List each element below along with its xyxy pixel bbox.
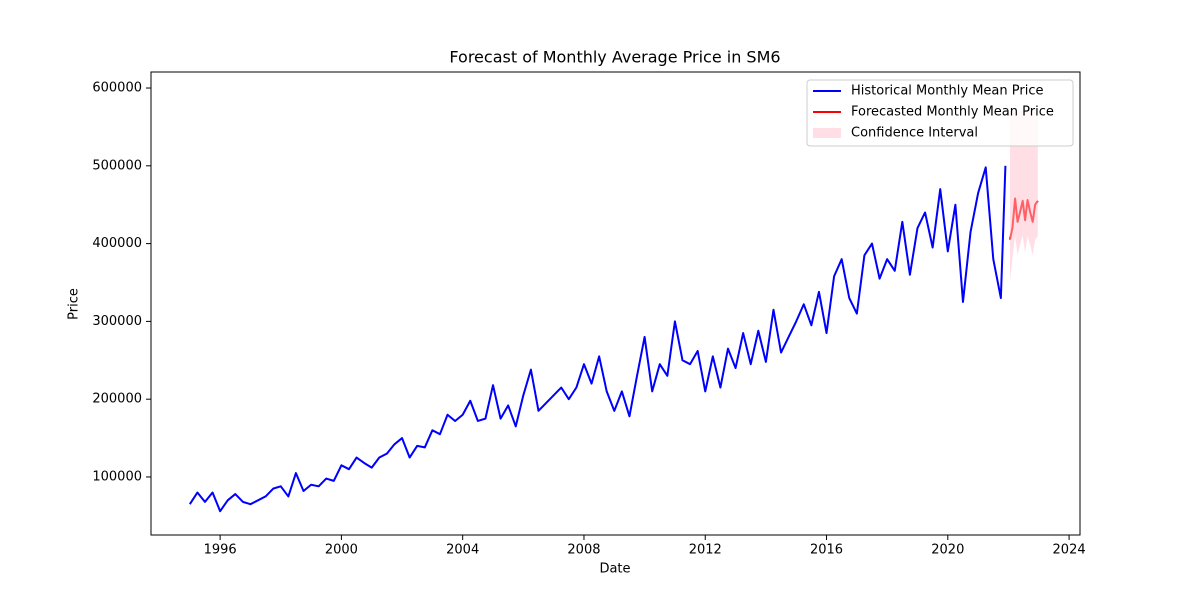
x-tick-label: 2004 [446, 543, 479, 558]
legend-box [806, 79, 1074, 147]
y-axis-label: Price [67, 288, 82, 320]
x-tick-label: 2012 [689, 543, 722, 558]
y-tick-label: 100000 [92, 469, 142, 484]
plot-frame [150, 71, 1081, 536]
y-tick-label: 200000 [92, 392, 142, 407]
legend-label: Forecasted Monthly Mean Price [851, 105, 1054, 120]
x-tick-label: 2024 [1053, 543, 1086, 558]
x-tick-label: 1996 [204, 543, 237, 558]
confidence-band [1009, 109, 1038, 281]
x-tick-label: 2008 [567, 543, 600, 558]
legend-label: Confidence Interval [851, 126, 978, 141]
y-tick-label: 600000 [92, 81, 142, 96]
y-tick-label: 400000 [92, 236, 142, 251]
x-tick-label: 2000 [325, 543, 358, 558]
line [188, 165, 1007, 513]
legend-label: Historical Monthly Mean Price [851, 84, 1043, 99]
x-tick-label: 2016 [810, 543, 843, 558]
y-tick-label: 500000 [92, 158, 142, 173]
x-axis-label: Date [599, 562, 630, 577]
chart-title: Forecast of Monthly Average Price in SM6 [449, 48, 780, 67]
legend-swatch [813, 128, 841, 138]
y-tick-label: 300000 [92, 314, 142, 329]
x-tick-label: 2020 [931, 543, 964, 558]
